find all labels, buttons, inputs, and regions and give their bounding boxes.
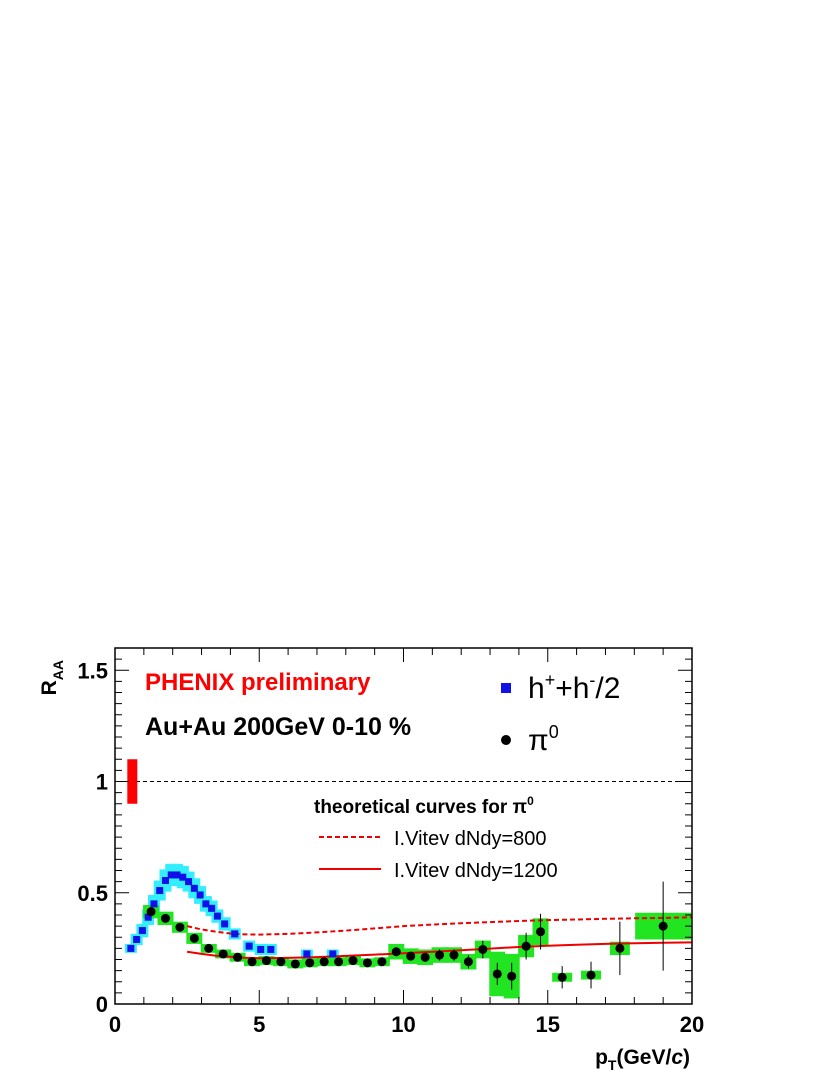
hadron-point: [231, 930, 239, 938]
pi0-point: [146, 907, 156, 917]
pi0-point: [377, 957, 387, 967]
x-tick-label: 0: [109, 1012, 121, 1037]
hadron-point: [167, 871, 175, 879]
hadron-point: [144, 913, 152, 921]
pi0-point: [615, 943, 625, 953]
hadron-point: [208, 904, 216, 912]
y-tick-label: 0: [96, 992, 108, 1017]
pi0-point: [449, 950, 459, 960]
x-tick-label: 20: [680, 1012, 704, 1037]
legend-hadron-marker: [501, 683, 511, 693]
pi0-point: [319, 957, 329, 967]
pi0-point: [160, 913, 170, 923]
pi0-point: [478, 944, 488, 954]
pi0-point: [334, 957, 344, 967]
hadron-point: [202, 900, 210, 908]
pi0-point: [435, 950, 445, 960]
plot-layer: [115, 759, 693, 999]
y-tick-label: 1: [96, 770, 108, 795]
hadron-point: [133, 935, 141, 943]
pi0-point: [586, 970, 596, 980]
pi0-point: [420, 952, 430, 962]
hadron-point: [150, 900, 158, 908]
pi0-point: [290, 959, 300, 969]
legend-curve-800-label: I.Vitev dNdy=800: [394, 828, 547, 850]
pi0-point: [175, 922, 185, 932]
pi0-point: [233, 952, 243, 962]
normalization-box: [127, 759, 138, 804]
pi0-point: [521, 941, 531, 951]
experiment-label: PHENIX preliminary: [145, 669, 371, 696]
hadron-point: [303, 950, 311, 958]
hadron-point: [196, 891, 204, 899]
hadron-point: [185, 878, 193, 886]
pi0-point: [536, 927, 546, 937]
pi0-point: [247, 957, 257, 967]
pi0-point: [492, 969, 502, 979]
x-tick-label: 15: [536, 1012, 560, 1037]
hadron-point: [221, 920, 229, 928]
theory-header: theoretical curves for π0: [314, 794, 534, 818]
hadron-point: [267, 945, 275, 953]
legend-curve-1200-label: I.Vitev dNdy=1200: [394, 860, 558, 882]
hadron-point: [329, 950, 337, 958]
hadron-point: [161, 877, 169, 885]
pi0-point: [463, 957, 473, 967]
pi0-point: [204, 943, 214, 953]
pi0-point: [362, 958, 372, 968]
pi0-point: [348, 956, 358, 966]
legend-pi0-label: π0: [528, 722, 559, 757]
pi0-point: [261, 956, 271, 966]
legend-hadron-label: h++h-/2: [528, 670, 620, 705]
x-axis-label: pT(GeV/c): [595, 1046, 690, 1073]
hadron-point: [127, 944, 135, 952]
hadron-point: [190, 884, 198, 892]
pi0-point: [557, 972, 567, 982]
pi0-point: [406, 951, 416, 961]
pi0-point: [658, 921, 668, 931]
pi0-point: [189, 933, 199, 943]
pi0-point: [276, 957, 286, 967]
x-tick-label: 5: [253, 1012, 265, 1037]
pi0-point: [305, 958, 315, 968]
y-tick-label: 1.5: [77, 658, 108, 683]
hadron-point: [179, 873, 187, 881]
x-tick-label: 10: [391, 1012, 415, 1037]
pi0-point: [507, 971, 517, 981]
y-tick-label: 0.5: [77, 881, 108, 906]
hadron-point: [245, 942, 253, 950]
pi0-point: [391, 947, 401, 957]
y-axis-label: RAA: [38, 660, 66, 695]
tick-layer: 0 5 10 15 20 0 0.5 1 1.5: [77, 647, 704, 1037]
legend-pi0-marker: [501, 735, 511, 745]
system-label: Au+Au 200GeV 0-10 %: [145, 713, 411, 741]
hadron-point: [156, 887, 164, 895]
pi0-point: [218, 949, 228, 959]
hadron-point: [173, 871, 181, 879]
hadron-point: [138, 927, 146, 935]
hadron-point: [257, 945, 265, 953]
hadron-point: [213, 912, 221, 920]
